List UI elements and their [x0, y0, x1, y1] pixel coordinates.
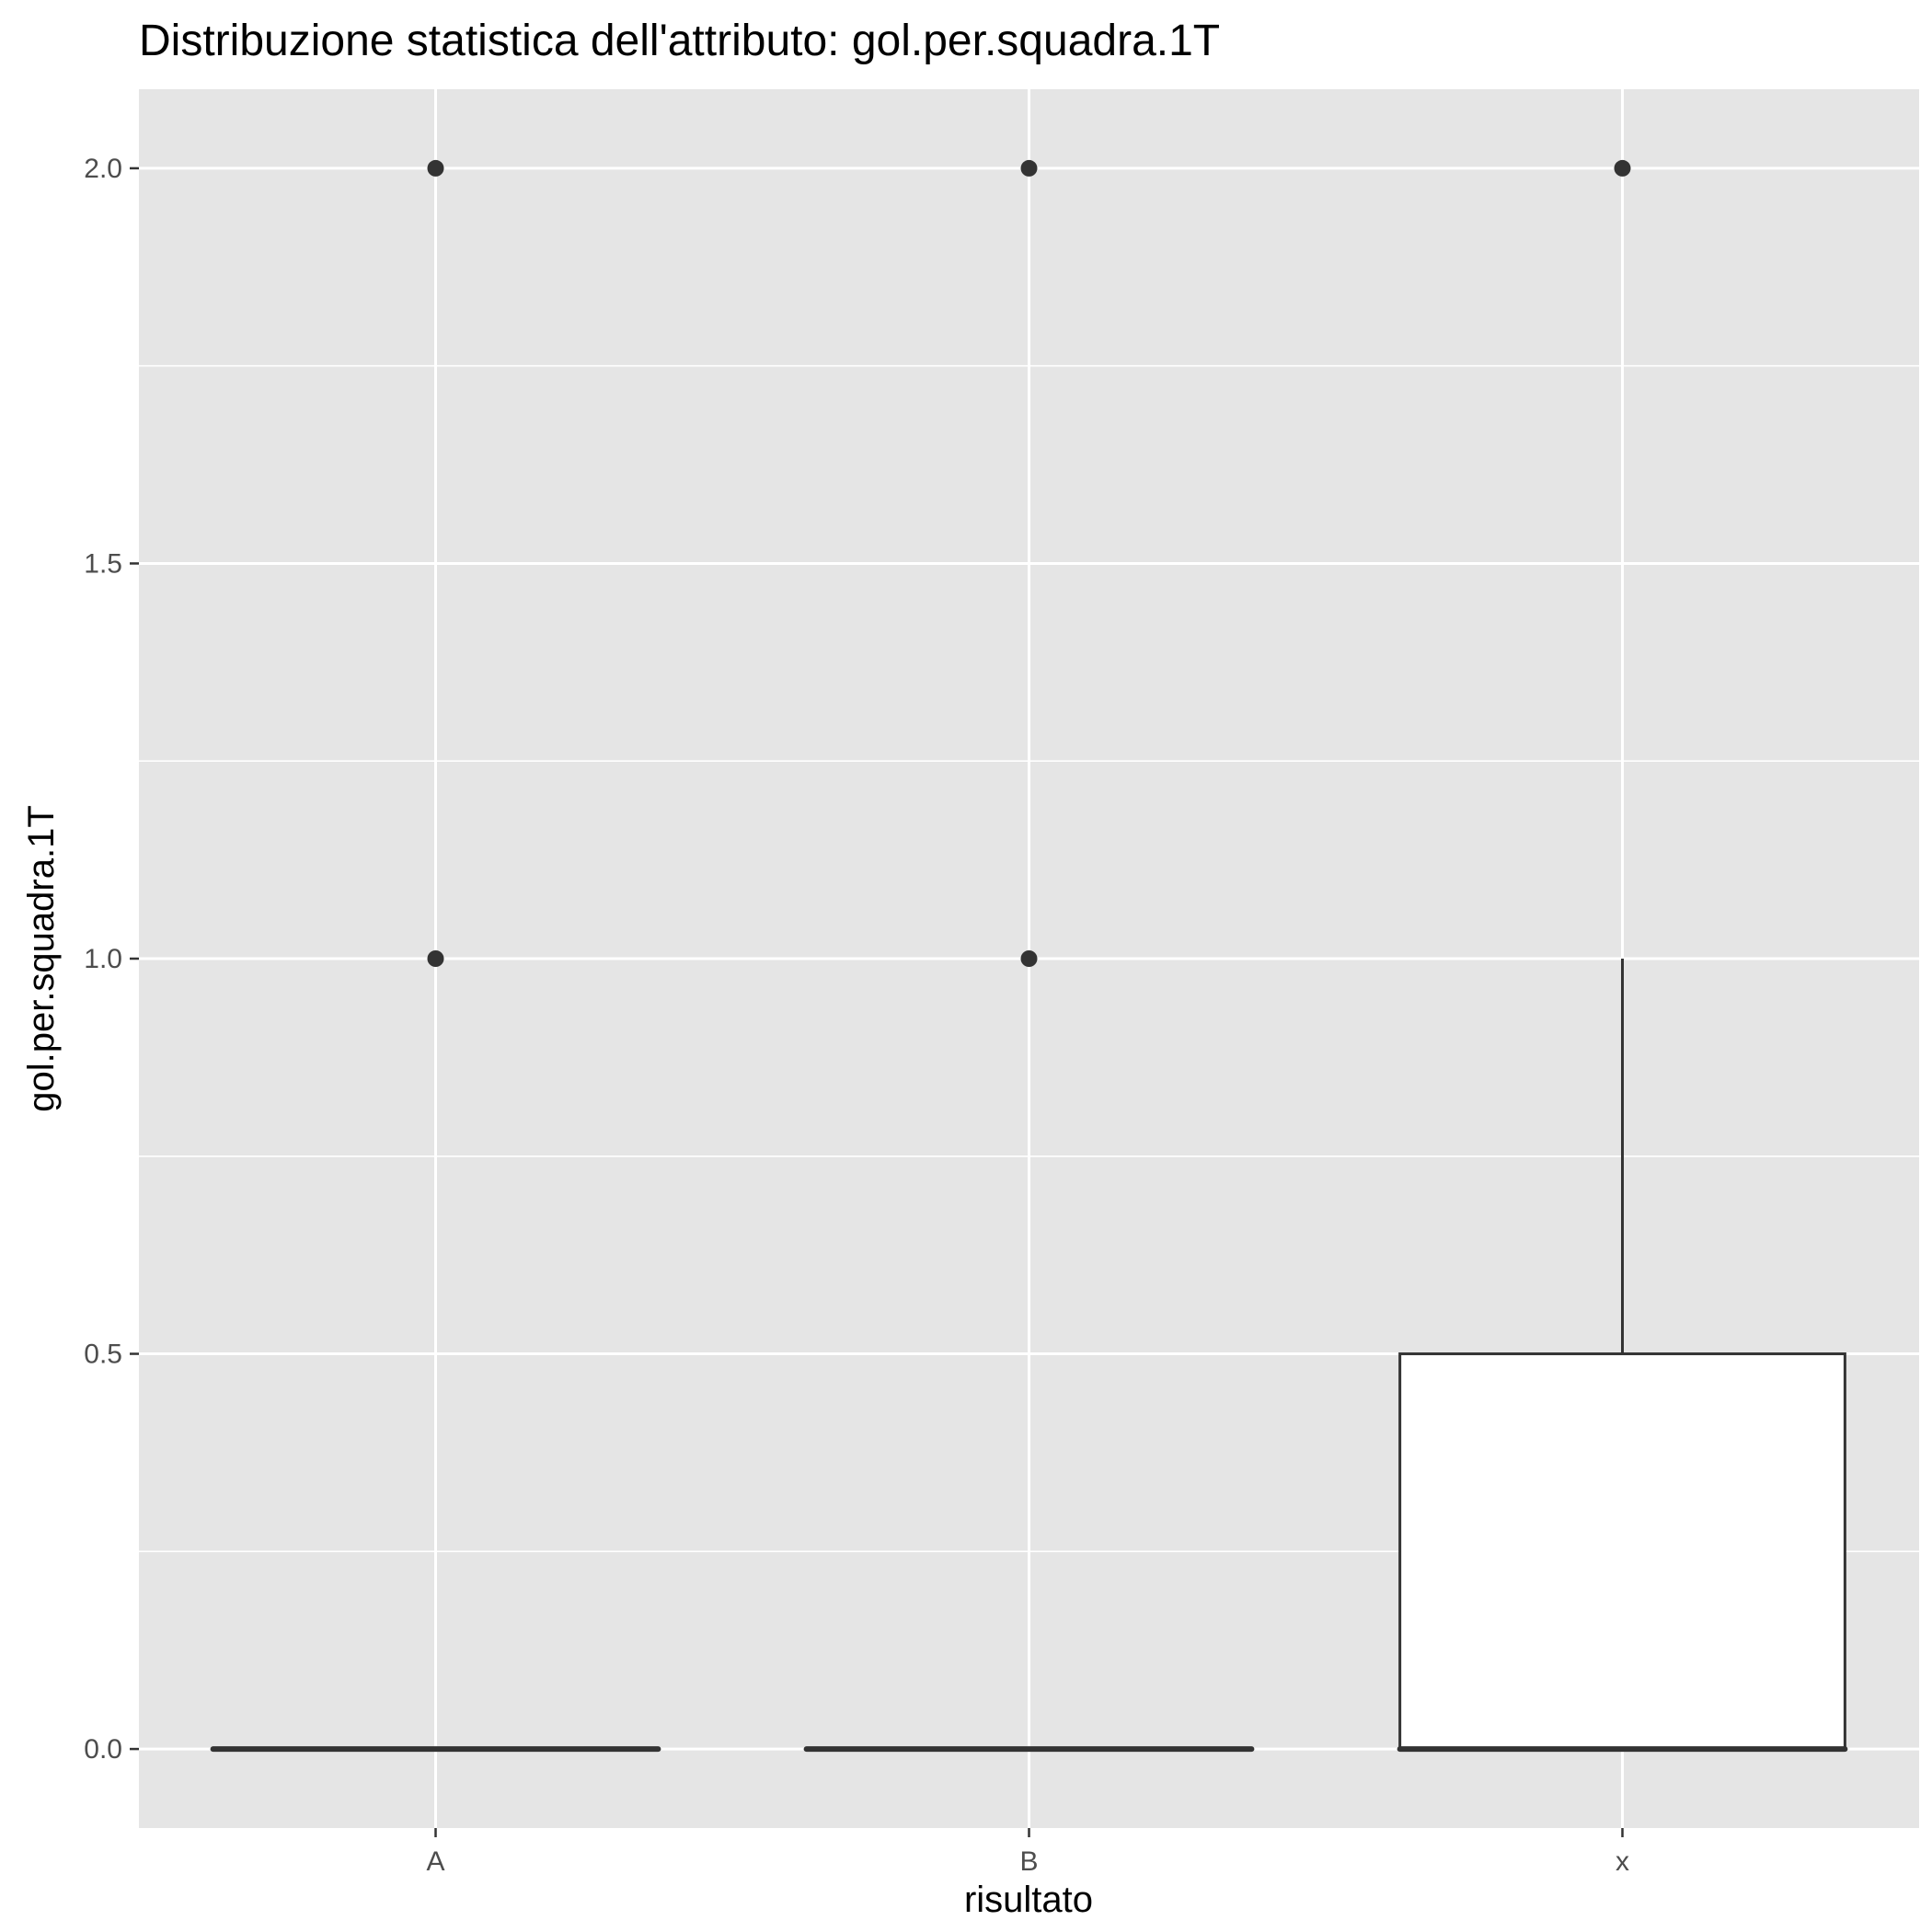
- x-tick-label: x: [1616, 1846, 1629, 1877]
- y-axis: 0.0 0.5 1.0 1.5 2.0: [84, 154, 139, 1765]
- x-tick-label: A: [426, 1846, 444, 1877]
- outlier-point: [427, 159, 444, 177]
- box-body: [1398, 1352, 1846, 1751]
- outlier-layer: [427, 159, 1631, 967]
- outlier-point: [1020, 950, 1038, 967]
- outlier-point: [1614, 159, 1631, 177]
- chart-title: Distribuzione statistica dell'attributo:…: [139, 17, 1220, 65]
- y-tick-label: 1.5: [84, 548, 122, 579]
- x-tick-label: B: [1019, 1846, 1038, 1877]
- y-tick-label: 0.0: [84, 1734, 122, 1765]
- box-layer: [210, 959, 1848, 1753]
- y-tick-label: 0.5: [84, 1340, 122, 1370]
- y-tick-label: 2.0: [84, 154, 122, 184]
- outlier-point: [1020, 159, 1038, 177]
- outlier-point: [427, 950, 444, 967]
- y-tick-label: 1.0: [84, 944, 122, 974]
- y-axis-title: gol.per.squadra.1T: [21, 805, 62, 1112]
- x-axis-title: risultato: [964, 1880, 1093, 1920]
